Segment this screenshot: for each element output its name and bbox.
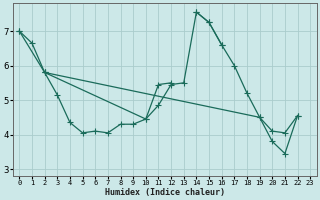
X-axis label: Humidex (Indice chaleur): Humidex (Indice chaleur) — [105, 188, 225, 197]
